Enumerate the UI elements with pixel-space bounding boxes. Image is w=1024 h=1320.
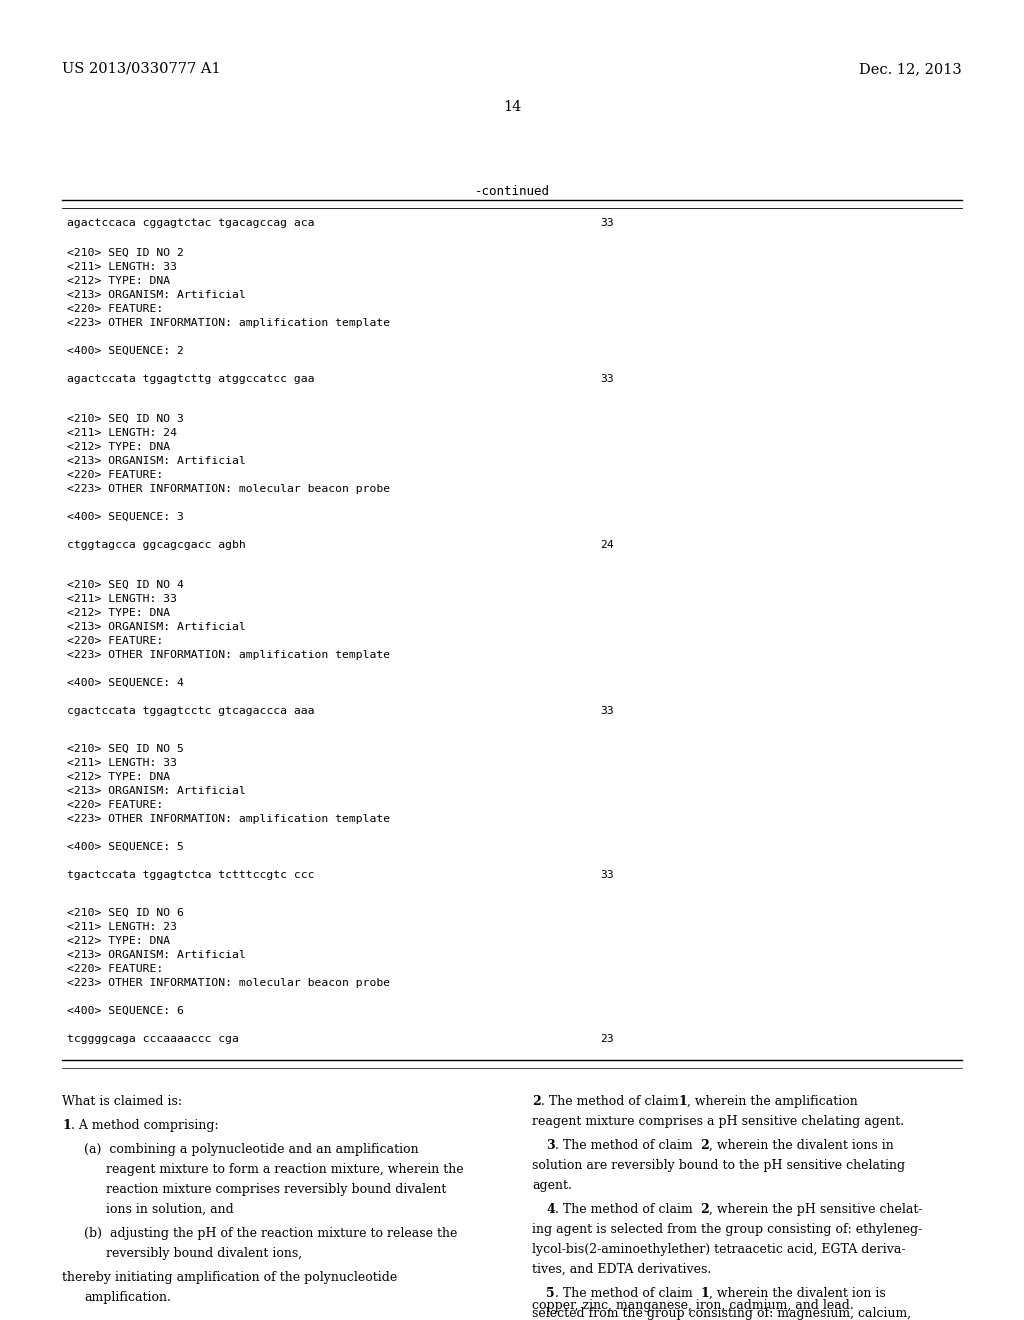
Text: 33: 33 bbox=[600, 374, 613, 384]
Text: <212> TYPE: DNA: <212> TYPE: DNA bbox=[67, 772, 170, 781]
Text: <213> ORGANISM: Artificial: <213> ORGANISM: Artificial bbox=[67, 950, 246, 960]
Text: 2: 2 bbox=[532, 1096, 541, 1107]
Text: <212> TYPE: DNA: <212> TYPE: DNA bbox=[67, 276, 170, 286]
Text: 23: 23 bbox=[600, 1034, 613, 1044]
Text: . The method of claim: . The method of claim bbox=[555, 1139, 696, 1152]
Text: <212> TYPE: DNA: <212> TYPE: DNA bbox=[67, 442, 170, 451]
Text: <211> LENGTH: 23: <211> LENGTH: 23 bbox=[67, 921, 177, 932]
Text: <213> ORGANISM: Artificial: <213> ORGANISM: Artificial bbox=[67, 290, 246, 300]
Text: . The method of claim: . The method of claim bbox=[555, 1203, 696, 1216]
Text: <223> OTHER INFORMATION: amplification template: <223> OTHER INFORMATION: amplification t… bbox=[67, 814, 390, 824]
Text: ctggtagcca ggcagcgacc agbh: ctggtagcca ggcagcgacc agbh bbox=[67, 540, 246, 550]
Text: ing agent is selected from the group consisting of: ethyleneg-: ing agent is selected from the group con… bbox=[532, 1224, 923, 1236]
Text: <210> SEQ ID NO 2: <210> SEQ ID NO 2 bbox=[67, 248, 184, 257]
Text: <211> LENGTH: 33: <211> LENGTH: 33 bbox=[67, 594, 177, 605]
Text: Dec. 12, 2013: Dec. 12, 2013 bbox=[859, 62, 962, 77]
Text: tcggggcaga cccaaaaccc cga: tcggggcaga cccaaaaccc cga bbox=[67, 1034, 239, 1044]
Text: <211> LENGTH: 33: <211> LENGTH: 33 bbox=[67, 261, 177, 272]
Text: <211> LENGTH: 33: <211> LENGTH: 33 bbox=[67, 758, 177, 768]
Text: (a)  combining a polynucleotide and an amplification: (a) combining a polynucleotide and an am… bbox=[84, 1143, 419, 1156]
Text: <213> ORGANISM: Artificial: <213> ORGANISM: Artificial bbox=[67, 622, 246, 632]
Text: 33: 33 bbox=[600, 706, 613, 715]
Text: 24: 24 bbox=[600, 540, 613, 550]
Text: reaction mixture comprises reversibly bound divalent: reaction mixture comprises reversibly bo… bbox=[106, 1183, 446, 1196]
Text: <223> OTHER INFORMATION: amplification template: <223> OTHER INFORMATION: amplification t… bbox=[67, 649, 390, 660]
Text: tives, and EDTA derivatives.: tives, and EDTA derivatives. bbox=[532, 1263, 712, 1276]
Text: , wherein the divalent ion is: , wherein the divalent ion is bbox=[709, 1287, 886, 1300]
Text: selected from the group consisting of: magnesium, calcium,: selected from the group consisting of: m… bbox=[532, 1307, 911, 1320]
Text: reagent mixture comprises a pH sensitive chelating agent.: reagent mixture comprises a pH sensitive… bbox=[532, 1115, 904, 1129]
Text: <210> SEQ ID NO 4: <210> SEQ ID NO 4 bbox=[67, 579, 184, 590]
Text: agent.: agent. bbox=[532, 1179, 571, 1192]
Text: tgactccata tggagtctca tctttccgtc ccc: tgactccata tggagtctca tctttccgtc ccc bbox=[67, 870, 314, 880]
Text: 1: 1 bbox=[678, 1096, 687, 1107]
Text: reagent mixture to form a reaction mixture, wherein the: reagent mixture to form a reaction mixtu… bbox=[106, 1163, 464, 1176]
Text: <220> FEATURE:: <220> FEATURE: bbox=[67, 800, 163, 810]
Text: <211> LENGTH: 24: <211> LENGTH: 24 bbox=[67, 428, 177, 438]
Text: <223> OTHER INFORMATION: molecular beacon probe: <223> OTHER INFORMATION: molecular beaco… bbox=[67, 484, 390, 494]
Text: <400> SEQUENCE: 5: <400> SEQUENCE: 5 bbox=[67, 842, 184, 851]
Text: . The method of claim: . The method of claim bbox=[555, 1287, 696, 1300]
Text: <220> FEATURE:: <220> FEATURE: bbox=[67, 964, 163, 974]
Text: <210> SEQ ID NO 5: <210> SEQ ID NO 5 bbox=[67, 744, 184, 754]
Text: <400> SEQUENCE: 6: <400> SEQUENCE: 6 bbox=[67, 1006, 184, 1016]
Text: solution are reversibly bound to the pH sensitive chelating: solution are reversibly bound to the pH … bbox=[532, 1159, 905, 1172]
Text: 4: 4 bbox=[546, 1203, 555, 1216]
Text: 14: 14 bbox=[503, 100, 521, 114]
Text: agactccaca cggagtctac tgacagccag aca: agactccaca cggagtctac tgacagccag aca bbox=[67, 218, 314, 228]
Text: . The method of claim: . The method of claim bbox=[541, 1096, 683, 1107]
Text: thereby initiating amplification of the polynucleotide: thereby initiating amplification of the … bbox=[62, 1271, 397, 1284]
Text: . A method comprising:: . A method comprising: bbox=[71, 1119, 219, 1133]
Text: What is claimed is:: What is claimed is: bbox=[62, 1096, 182, 1107]
Text: -continued: -continued bbox=[474, 185, 550, 198]
Text: , wherein the amplification: , wherein the amplification bbox=[687, 1096, 858, 1107]
Text: 33: 33 bbox=[600, 218, 613, 228]
Text: ions in solution, and: ions in solution, and bbox=[106, 1203, 233, 1216]
Text: US 2013/0330777 A1: US 2013/0330777 A1 bbox=[62, 62, 220, 77]
Text: <220> FEATURE:: <220> FEATURE: bbox=[67, 304, 163, 314]
Text: <400> SEQUENCE: 2: <400> SEQUENCE: 2 bbox=[67, 346, 184, 356]
Text: <210> SEQ ID NO 3: <210> SEQ ID NO 3 bbox=[67, 414, 184, 424]
Text: <223> OTHER INFORMATION: amplification template: <223> OTHER INFORMATION: amplification t… bbox=[67, 318, 390, 327]
Text: <212> TYPE: DNA: <212> TYPE: DNA bbox=[67, 936, 170, 946]
Text: 2: 2 bbox=[700, 1139, 709, 1152]
Text: <220> FEATURE:: <220> FEATURE: bbox=[67, 470, 163, 480]
Text: <212> TYPE: DNA: <212> TYPE: DNA bbox=[67, 609, 170, 618]
Text: copper, zinc, manganese, iron, cadmium, and lead.: copper, zinc, manganese, iron, cadmium, … bbox=[532, 1299, 854, 1312]
Text: , wherein the pH sensitive chelat-: , wherein the pH sensitive chelat- bbox=[709, 1203, 923, 1216]
Text: (b)  adjusting the pH of the reaction mixture to release the: (b) adjusting the pH of the reaction mix… bbox=[84, 1228, 458, 1239]
Text: 2: 2 bbox=[700, 1203, 709, 1216]
Text: <213> ORGANISM: Artificial: <213> ORGANISM: Artificial bbox=[67, 785, 246, 796]
Text: 5: 5 bbox=[546, 1287, 555, 1300]
Text: 1: 1 bbox=[62, 1119, 71, 1133]
Text: <223> OTHER INFORMATION: molecular beacon probe: <223> OTHER INFORMATION: molecular beaco… bbox=[67, 978, 390, 987]
Text: <400> SEQUENCE: 3: <400> SEQUENCE: 3 bbox=[67, 512, 184, 521]
Text: agactccata tggagtcttg atggccatcc gaa: agactccata tggagtcttg atggccatcc gaa bbox=[67, 374, 314, 384]
Text: 33: 33 bbox=[600, 870, 613, 880]
Text: <210> SEQ ID NO 6: <210> SEQ ID NO 6 bbox=[67, 908, 184, 917]
Text: cgactccata tggagtcctc gtcagaccca aaa: cgactccata tggagtcctc gtcagaccca aaa bbox=[67, 706, 314, 715]
Text: reversibly bound divalent ions,: reversibly bound divalent ions, bbox=[106, 1247, 302, 1261]
Text: , wherein the divalent ions in: , wherein the divalent ions in bbox=[709, 1139, 894, 1152]
Text: 1: 1 bbox=[700, 1287, 709, 1300]
Text: amplification.: amplification. bbox=[84, 1291, 171, 1304]
Text: 3: 3 bbox=[546, 1139, 555, 1152]
Text: lycol-bis(2-aminoethylether) tetraacetic acid, EGTA deriva-: lycol-bis(2-aminoethylether) tetraacetic… bbox=[532, 1243, 905, 1257]
Text: <220> FEATURE:: <220> FEATURE: bbox=[67, 636, 163, 645]
Text: <213> ORGANISM: Artificial: <213> ORGANISM: Artificial bbox=[67, 455, 246, 466]
Text: <400> SEQUENCE: 4: <400> SEQUENCE: 4 bbox=[67, 678, 184, 688]
